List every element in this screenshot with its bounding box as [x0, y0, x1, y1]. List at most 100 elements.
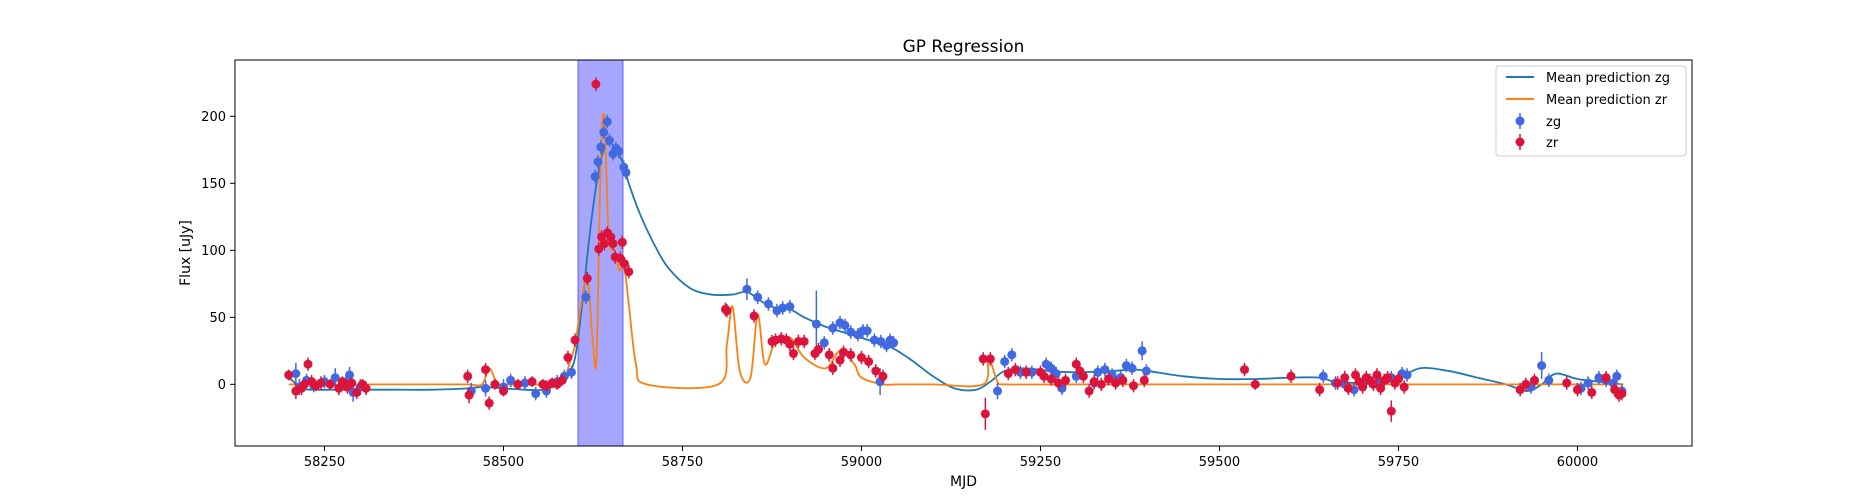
- data-point-zr-43: [624, 265, 634, 279]
- data-point-zg-0: [291, 362, 301, 385]
- data-point-zr-15: [361, 381, 371, 396]
- data-point-zr-38: [608, 236, 618, 251]
- y-tick-label: 50: [209, 311, 226, 326]
- data-point-zr-83: [1103, 372, 1113, 386]
- data-point-zr-28: [557, 374, 567, 386]
- data-point-zr-42: [619, 257, 629, 271]
- data-point-zg-70: [1137, 341, 1147, 361]
- data-point-zg-13: [506, 373, 516, 388]
- data-point-zr-52: [788, 346, 798, 361]
- legend-zg-marker-label: zg: [1546, 115, 1561, 130]
- data-point-zr-115: [1601, 370, 1611, 385]
- data-point-zg-31: [621, 165, 631, 180]
- data-point-zg-20: [581, 290, 591, 304]
- data-point-zg-43: [846, 325, 856, 339]
- data-point-zg-89: [1612, 369, 1622, 384]
- data-point-zr-85: [1118, 373, 1128, 388]
- data-point-zr-107: [1393, 372, 1403, 386]
- data-point-zr-108: [1399, 380, 1409, 394]
- data-point-zr-87: [1139, 373, 1149, 388]
- legend-zg-marker: [1515, 116, 1525, 126]
- data-point-zg-24: [599, 125, 609, 140]
- data-point-zr-102: [1376, 381, 1386, 396]
- y-tick-label: 200: [201, 110, 226, 125]
- data-point-zr-66: [978, 352, 988, 366]
- data-point-zr-111: [1529, 373, 1539, 388]
- x-tick-label: 58500: [483, 455, 524, 470]
- data-point-zr-74: [1046, 372, 1056, 386]
- y-axis-label: Flux [uJy]: [178, 220, 194, 286]
- data-point-zr-46: [749, 309, 759, 323]
- data-point-zg-55: [1007, 348, 1017, 362]
- data-point-zr-12: [347, 377, 357, 389]
- data-point-zr-4: [303, 357, 313, 371]
- data-point-zr-32: [591, 77, 601, 91]
- data-point-zr-100: [1368, 377, 1378, 392]
- data-point-zr-81: [1089, 374, 1099, 389]
- data-point-zr-97: [1358, 380, 1368, 394]
- data-point-zr-76: [1061, 373, 1071, 388]
- data-point-zr-110: [1521, 377, 1531, 392]
- data-point-zr-94: [1343, 381, 1353, 396]
- data-point-zr-91: [1315, 383, 1325, 397]
- data-point-zr-64: [871, 364, 881, 378]
- data-point-zr-80: [1084, 384, 1094, 398]
- data-point-zr-8: [325, 378, 335, 390]
- data-point-zr-20: [490, 378, 500, 390]
- data-point-zg-19: [567, 365, 577, 379]
- data-point-zr-109: [1515, 383, 1525, 397]
- data-point-zg-69: [1127, 361, 1137, 375]
- data-point-zr-22: [513, 378, 523, 390]
- data-point-zg-14: [520, 376, 530, 390]
- y-tick-label: 100: [201, 244, 226, 259]
- data-point-zr-67: [980, 397, 990, 430]
- y-tick-label: 0: [218, 378, 226, 393]
- data-point-zr-88: [1240, 362, 1250, 377]
- data-point-zr-68: [985, 352, 995, 366]
- data-point-zr-51: [785, 337, 795, 351]
- x-tick-label: 59500: [1199, 455, 1240, 470]
- legend-zg-line-label: Mean prediction zg: [1546, 71, 1670, 86]
- data-point-zg-64: [1093, 365, 1103, 379]
- plot-area: [234, 59, 1693, 447]
- legend-zr-line-label: Mean prediction zr: [1546, 93, 1668, 108]
- data-point-zg-37: [785, 299, 795, 314]
- data-point-zr-13: [352, 385, 362, 400]
- data-point-zr-61: [846, 348, 856, 362]
- legend-box: [1495, 65, 1687, 157]
- data-point-zr-18: [481, 362, 491, 377]
- data-point-zg-65: [1100, 362, 1110, 377]
- data-point-zg-86: [1594, 370, 1604, 385]
- data-point-zr-60: [839, 345, 849, 359]
- data-point-zr-3: [299, 378, 309, 390]
- data-point-zg-85: [1583, 376, 1593, 390]
- data-point-zg-32: [742, 278, 752, 300]
- plot-frame: [234, 59, 1693, 447]
- data-point-zg-71: [1141, 364, 1151, 378]
- data-point-zr-35: [599, 236, 609, 251]
- legend: Mean prediction zg Mean prediction zr zg…: [1495, 65, 1687, 157]
- data-point-zr-7: [316, 376, 326, 390]
- data-point-zr-75: [1053, 376, 1063, 390]
- data-point-zg-80: [1402, 368, 1412, 382]
- x-tick-label: 58250: [304, 455, 345, 470]
- data-point-zr-41: [617, 235, 627, 249]
- data-point-zr-112: [1562, 376, 1572, 390]
- data-point-zg-72: [1318, 369, 1328, 384]
- data-point-zr-114: [1587, 385, 1597, 400]
- legend-zr-marker-label: zr: [1546, 136, 1559, 151]
- data-point-zr-73: [1039, 369, 1049, 384]
- data-point-zr-33: [594, 242, 604, 256]
- data-point-zr-105: [1386, 400, 1396, 422]
- data-point-zr-93: [1340, 370, 1350, 385]
- data-point-zr-84: [1111, 376, 1121, 390]
- data-point-zr-70: [1010, 362, 1020, 377]
- data-point-zr-0: [284, 369, 294, 381]
- data-point-zg-51: [889, 336, 899, 350]
- data-point-zg-23: [596, 140, 606, 154]
- data-point-zr-58: [828, 361, 838, 375]
- data-point-zr-104: [1383, 370, 1393, 385]
- data-point-zg-34: [763, 297, 773, 311]
- data-point-zr-69: [1003, 366, 1013, 381]
